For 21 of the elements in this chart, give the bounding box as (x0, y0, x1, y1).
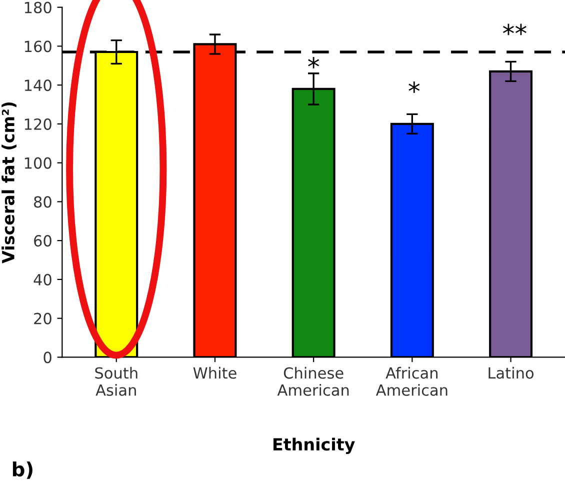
y-tick-label: 80 (34, 196, 52, 208)
y-tick-label: 60 (34, 235, 52, 247)
x-tick-label: South Asian (95, 366, 138, 396)
y-tick-label: 100 (24, 157, 52, 169)
y-tick-label: 160 (24, 40, 52, 52)
y-tick-label: 0 (44, 352, 52, 364)
x-axis-title: Ethnicity (273, 438, 355, 454)
y-tick-label: 40 (34, 274, 52, 286)
annotation: * (408, 82, 420, 93)
x-tick-label: African American (376, 366, 448, 396)
x-tick-label: Latino (488, 366, 534, 379)
annotation: * (308, 57, 320, 68)
y-tick-label: 180 (24, 2, 52, 14)
annotation: ** (502, 24, 526, 36)
x-tick-label: Chinese American (277, 366, 349, 396)
y-tick-label: 20 (34, 312, 52, 324)
text: b) (12, 462, 32, 479)
y-tick-label: 140 (24, 80, 52, 92)
y-tick-label: 120 (24, 118, 52, 130)
y-axis-title: Visceral fat (cm²) (2, 102, 16, 264)
x-tick-label: White (193, 366, 236, 379)
